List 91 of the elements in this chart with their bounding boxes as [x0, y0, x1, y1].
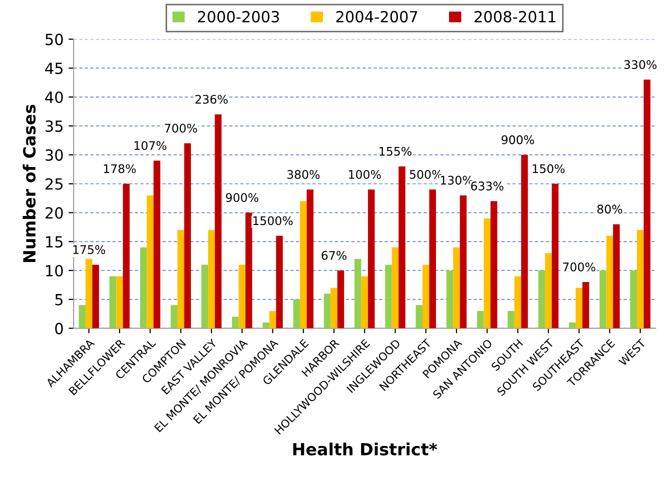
annotation: 900% — [226, 193, 258, 202]
bar — [354, 258, 362, 328]
bar — [392, 247, 399, 328]
annotation: 130% — [440, 176, 473, 185]
bar — [600, 270, 606, 328]
bar — [293, 299, 300, 328]
bar — [300, 201, 307, 328]
legend-label: 2008-2011 — [474, 10, 556, 22]
annotation: 155% — [380, 146, 412, 156]
y-tick-label: 0 — [55, 322, 63, 334]
bar — [269, 310, 276, 328]
bar — [245, 212, 252, 328]
legend-label: 2004-2007 — [336, 10, 418, 22]
annotation: 80% — [597, 204, 622, 214]
bar — [238, 264, 246, 328]
x-axis-title: Health District* — [293, 442, 438, 456]
annotation: 150% — [532, 164, 565, 174]
annotation: 633% — [471, 182, 504, 190]
bar — [484, 218, 491, 328]
bar — [521, 154, 528, 328]
bar — [184, 143, 191, 328]
y-tick-label: 45 — [45, 62, 63, 74]
bar — [361, 276, 368, 328]
bar — [446, 270, 454, 328]
bar — [538, 270, 546, 328]
bar — [477, 310, 484, 328]
annotation: 700% — [164, 124, 198, 133]
y-tick-label: 35 — [46, 120, 63, 132]
bar — [208, 230, 215, 328]
bar — [276, 236, 283, 328]
bar — [78, 305, 86, 328]
annotation: 107% — [134, 141, 166, 150]
annotation: 178% — [104, 164, 136, 174]
y-tick-label: 20 — [46, 207, 63, 219]
bar — [368, 190, 375, 328]
bar — [398, 166, 406, 328]
bar — [330, 288, 338, 328]
bar — [177, 230, 184, 328]
annotation: 330% — [624, 60, 657, 70]
bar — [453, 247, 460, 328]
y-tick-label: 40 — [45, 91, 63, 104]
bar — [422, 264, 430, 328]
y-tick-label: 50 — [46, 34, 63, 46]
bar — [460, 195, 467, 328]
annotation: 175% — [73, 245, 106, 254]
bar — [568, 322, 576, 328]
bar — [306, 190, 314, 328]
bar — [385, 264, 392, 328]
bar — [232, 316, 239, 328]
bar — [545, 253, 552, 328]
bar — [201, 264, 208, 328]
bar — [262, 322, 270, 328]
annotation: 236% — [195, 94, 228, 104]
bar — [490, 201, 498, 328]
bar — [337, 270, 344, 328]
y-tick-label: 30 — [46, 149, 63, 161]
annotation: 100% — [349, 170, 381, 179]
bar — [514, 276, 522, 328]
bar — [508, 310, 514, 328]
annotation: 900% — [502, 135, 534, 144]
bar — [86, 258, 92, 328]
bar — [146, 195, 154, 328]
annotation: 380% — [287, 170, 320, 179]
bar — [552, 184, 559, 328]
bar — [416, 305, 422, 328]
y-axis-title: Number of Cases — [22, 104, 36, 262]
bar — [154, 160, 160, 328]
bar — [324, 294, 331, 328]
bar — [576, 288, 582, 328]
bar — [429, 190, 436, 328]
y-tick-label: 15 — [46, 236, 63, 248]
bar — [582, 282, 590, 328]
y-tick-label: 5 — [55, 294, 63, 306]
bar — [636, 230, 644, 328]
bar — [630, 270, 637, 328]
bar — [613, 224, 620, 328]
legend-label: 2000-2003 — [198, 10, 279, 22]
bar — [122, 184, 130, 328]
bar — [170, 305, 178, 328]
bar — [644, 80, 650, 328]
annotation: 67% — [322, 250, 346, 260]
bar — [214, 114, 222, 328]
bar — [92, 264, 100, 328]
bar — [140, 247, 147, 328]
bar — [606, 236, 614, 328]
annotation: 1500% — [253, 216, 293, 226]
bar — [116, 276, 123, 328]
y-tick-label: 10 — [46, 264, 63, 276]
y-tick-label: 25 — [46, 178, 63, 190]
bar — [109, 276, 116, 328]
annotation: 700% — [563, 262, 596, 272]
